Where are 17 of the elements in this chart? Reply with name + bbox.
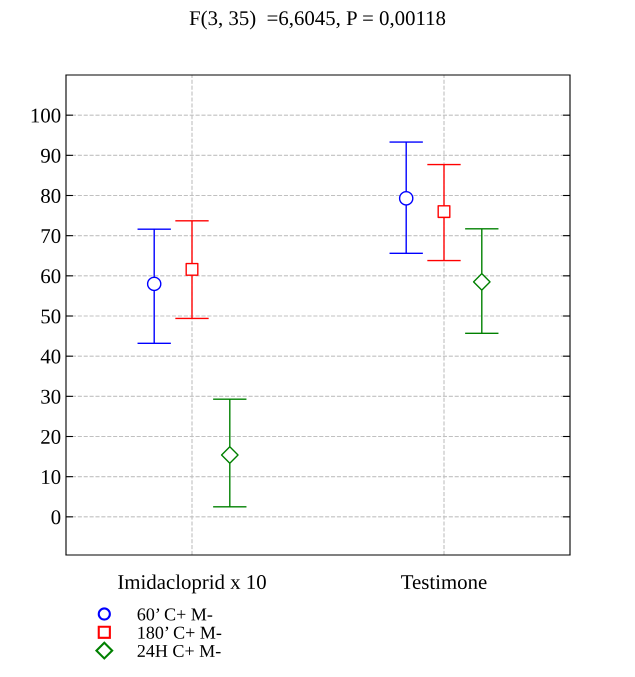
x-tick-label: Testimone <box>401 575 487 590</box>
y-tick-label: 60 <box>41 269 60 284</box>
y-tick-label: 50 <box>42 309 60 324</box>
y-tick-label: 10 <box>42 470 60 484</box>
y-tick-label: 100 <box>32 108 60 123</box>
y-tick-label: 80 <box>41 188 60 203</box>
y-tick-label: 20 <box>41 430 60 444</box>
y-tick-label: 40 <box>40 350 60 364</box>
legend-label: 180’ C+ M- <box>138 626 222 639</box>
y-tick-label: 0 <box>52 510 60 524</box>
y-tick-label: 90 <box>40 148 60 163</box>
legend-label: 24H C+ M- <box>138 644 221 658</box>
y-tick-label: 30 <box>41 390 60 404</box>
legend-label: 60’ C+ M- <box>138 608 212 621</box>
x-tick-label: Imidacloprid x 10 <box>118 574 266 594</box>
chart-title: F(3, 35) =6,6045, P = 0,00118 <box>190 10 446 30</box>
y-tick-label: 70 <box>42 229 60 244</box>
